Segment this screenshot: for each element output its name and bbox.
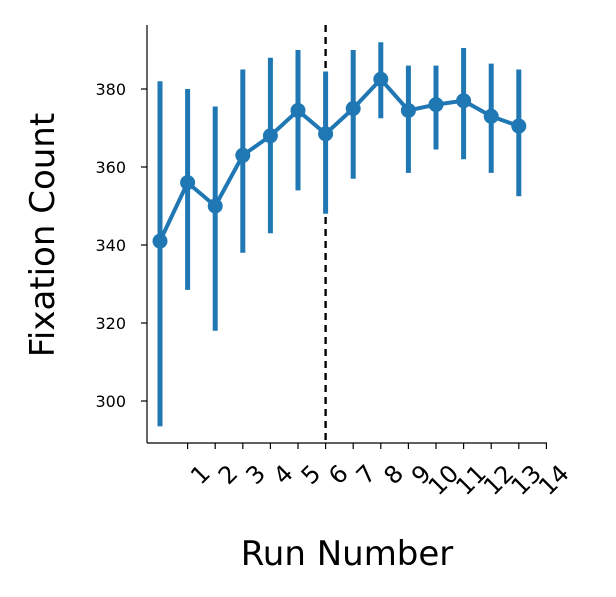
data-point xyxy=(483,108,499,124)
data-point xyxy=(511,118,527,134)
x-tick-label: 1 xyxy=(185,459,216,490)
data-point xyxy=(290,102,306,118)
y-tick-label: 340 xyxy=(95,236,126,255)
data-point xyxy=(428,97,444,113)
y-tick-label: 300 xyxy=(95,392,126,411)
x-tick-label: 7 xyxy=(351,459,382,490)
y-axis-title: Fixation Count xyxy=(23,113,63,357)
series-group xyxy=(152,42,527,427)
data-point xyxy=(456,93,472,109)
x-tick-label: 3 xyxy=(240,459,271,490)
x-tick-label: 4 xyxy=(268,459,299,490)
data-point xyxy=(262,128,278,144)
x-tick-label: 8 xyxy=(378,459,409,490)
x-tick-label: 2 xyxy=(213,459,244,490)
data-point xyxy=(318,126,334,142)
x-tick-label: 5 xyxy=(296,459,327,490)
x-axis-title: Run Number xyxy=(241,534,454,574)
y-tick-label: 380 xyxy=(95,80,126,99)
data-point xyxy=(373,71,389,87)
x-tick-label: 14 xyxy=(533,459,574,500)
data-point xyxy=(345,101,361,116)
y-tick-label: 360 xyxy=(95,158,126,177)
y-tick-label: 320 xyxy=(95,314,126,333)
data-point xyxy=(207,198,223,214)
data-point xyxy=(235,147,251,163)
data-point xyxy=(180,175,196,191)
data-point xyxy=(400,102,416,118)
x-tick-label: 6 xyxy=(323,459,354,490)
data-point xyxy=(152,233,168,249)
